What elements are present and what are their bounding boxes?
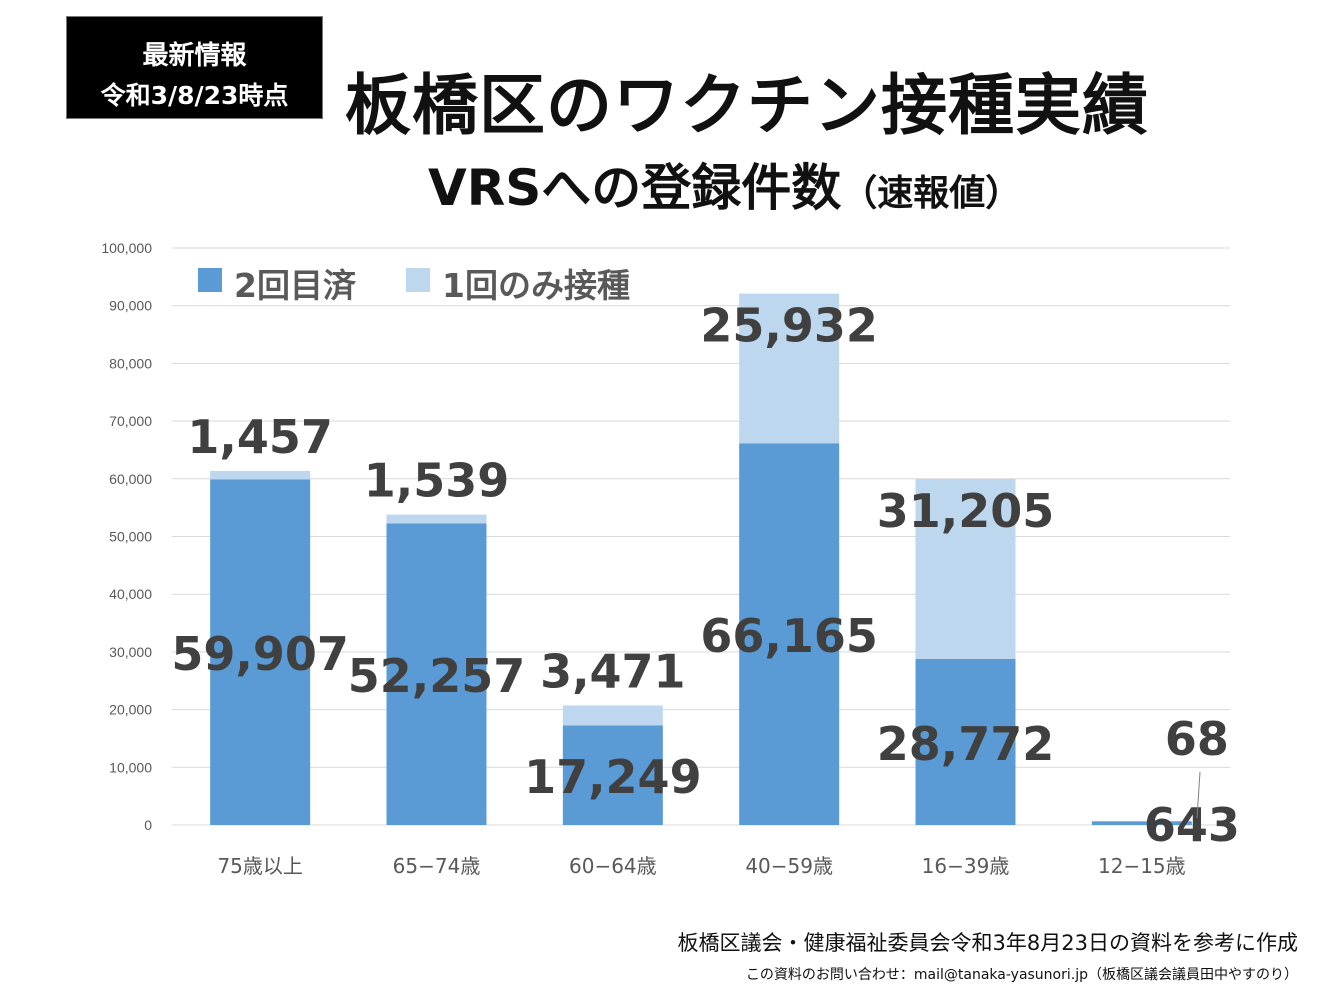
data-label-second-dose: 66,165 [700, 609, 878, 663]
page-subtitle: VRSへの登録件数（速報値） [428, 148, 1021, 220]
legend-swatch [406, 268, 430, 292]
bar-first-dose-only [739, 293, 840, 444]
data-label-second-dose: 28,772 [877, 717, 1055, 771]
badge-line1: 最新情報 [142, 41, 247, 71]
bar-first-dose-only [386, 514, 487, 524]
subtitle-note: （速報値） [841, 173, 1022, 214]
bar-second-dose [386, 523, 487, 825]
bar-second-dose [210, 479, 311, 825]
data-label-first-dose-only: 68 [1165, 712, 1229, 766]
x-tick-label: 65−74歳 [393, 854, 481, 878]
data-label-second-dose: 17,249 [524, 750, 702, 804]
y-tick-label: 40,000 [109, 586, 152, 602]
bar-second-dose [1091, 821, 1192, 825]
page-title: 板橋区のワクチン接種実績 [345, 67, 1149, 144]
leader-line [1196, 771, 1201, 819]
bar-first-dose-only [562, 705, 663, 726]
y-tick-label: 80,000 [109, 355, 152, 371]
data-label-first-dose-only: 25,932 [700, 299, 878, 353]
x-tick-label: 60−64歳 [569, 854, 657, 878]
x-tick-label: 12−15歳 [1098, 854, 1186, 878]
data-label-second-dose: 52,257 [348, 649, 526, 703]
bar-second-dose [915, 658, 1016, 825]
data-label-second-dose: 643 [1144, 798, 1240, 852]
legend-label: 2回目済 [234, 266, 357, 305]
bar-second-dose [739, 443, 840, 825]
y-tick-label: 10,000 [109, 759, 152, 775]
y-tick-label: 70,000 [109, 413, 152, 429]
data-label-first-dose-only: 1,539 [364, 454, 510, 508]
data-label-first-dose-only: 31,205 [877, 484, 1055, 538]
y-tick-label: 60,000 [109, 471, 152, 487]
x-tick-label: 16−39歳 [922, 854, 1010, 878]
data-label-second-dose: 59,907 [171, 627, 349, 681]
bar-first-dose-only [210, 470, 311, 480]
y-tick-label: 20,000 [109, 702, 152, 718]
legend-swatch [198, 268, 222, 292]
bar-first-dose-only [915, 478, 1016, 659]
y-tick-label: 90,000 [109, 298, 152, 314]
data-label-first-dose-only: 3,471 [540, 644, 686, 698]
data-label-first-dose-only: 1,457 [187, 410, 333, 464]
subtitle-main: VRSへの登録件数 [428, 159, 842, 217]
legend-label: 1回のみ接種 [442, 266, 630, 305]
contact-note: この資料のお問い合わせ：mail@tanaka-yasunori.jp（板橋区議… [745, 967, 1298, 983]
badge-line2: 令和3/8/23時点 [100, 81, 289, 110]
source-note: 板橋区議会・健康福祉委員会令和3年8月23日の資料を参考に作成 [677, 931, 1298, 955]
x-tick-label: 40−59歳 [745, 854, 833, 878]
x-tick-label: 75歳以上 [217, 854, 302, 878]
y-tick-label: 30,000 [109, 644, 152, 660]
y-tick-label: 100,000 [101, 240, 152, 256]
bar-second-dose [562, 725, 663, 825]
update-badge: 最新情報 令和3/8/23時点 [66, 16, 323, 119]
y-tick-label: 0 [144, 817, 152, 833]
y-tick-label: 50,000 [109, 529, 152, 545]
